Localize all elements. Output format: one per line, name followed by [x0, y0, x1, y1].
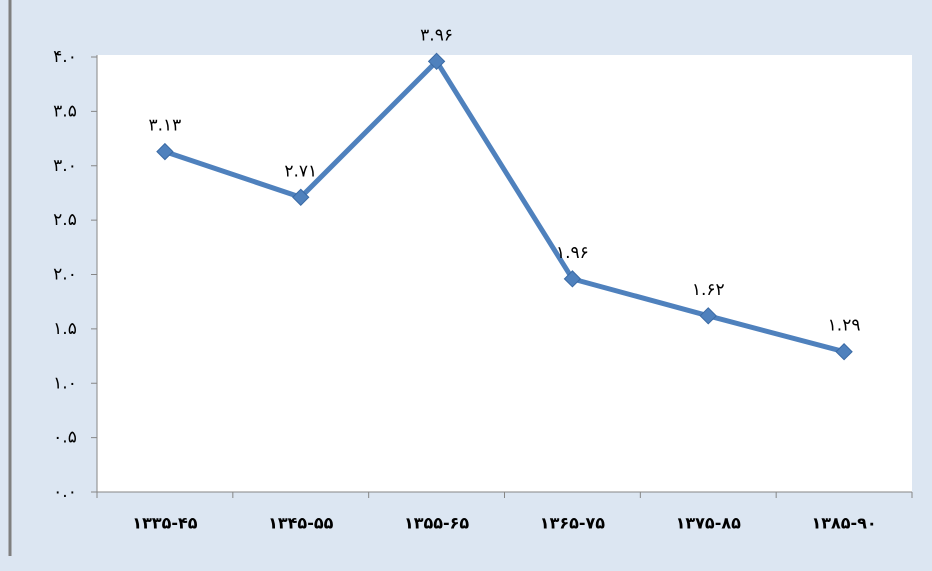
y-tick-label: ۴.۰	[53, 47, 77, 67]
series-line	[164, 58, 845, 355]
y-tick-label: ۱.۵	[53, 319, 77, 339]
data-point	[699, 307, 717, 325]
x-tick-label: ۱۳۶۵-۷۵	[540, 514, 605, 533]
data-label: ۱.۹۶	[556, 243, 589, 263]
data-point	[563, 270, 582, 288]
data-label: ۱.۶۲	[692, 280, 725, 300]
x-tick-label: ۱۳۷۵-۸۵	[676, 514, 741, 533]
x-tick-label: ۱۳۵۵-۶۵	[404, 514, 469, 533]
data-label: ۲.۷۱	[284, 161, 317, 181]
data-label: ۳.۹۶	[420, 25, 453, 45]
y-tick-label: ۰.۵	[53, 428, 77, 448]
data-label: ۱.۲۹	[828, 316, 861, 336]
data-point	[835, 343, 853, 361]
x-tick-label: ۱۳۳۵-۴۵	[132, 514, 197, 533]
y-tick-label: ۰.۰	[53, 482, 77, 502]
plot-area	[97, 55, 912, 492]
data-point	[427, 52, 446, 71]
data-label: ۳.۱۳	[149, 116, 182, 136]
y-tick-label: ۲.۰	[53, 265, 77, 285]
data-point	[156, 142, 174, 161]
y-tick-label: ۳.۰	[53, 156, 77, 176]
x-tick-label: ۱۳۸۵-۹۰	[811, 514, 876, 533]
y-tick-label: ۱.۰	[53, 373, 77, 393]
x-tick-label: ۱۳۴۵-۵۵	[268, 514, 333, 533]
y-tick-label: ۳.۵	[53, 101, 77, 121]
data-point	[292, 188, 310, 206]
y-tick-label: ۲.۵	[53, 210, 77, 230]
